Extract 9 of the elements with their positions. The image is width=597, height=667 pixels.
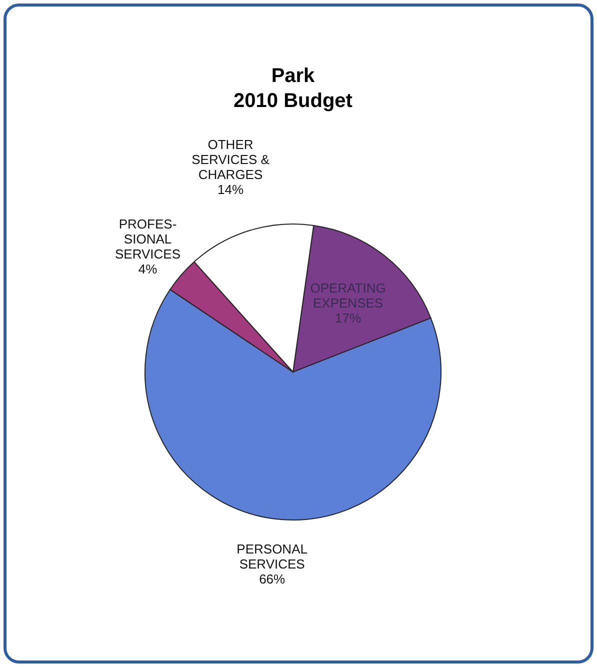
slice-label: OPERATING EXPENSES <box>310 280 386 310</box>
data-label: 14% <box>217 182 244 198</box>
data-label: 66% <box>259 571 286 586</box>
data-label: 17% <box>335 310 362 326</box>
chart-title: Park 2010 Budget <box>234 65 353 112</box>
data-label: 4% <box>138 261 158 276</box>
slice-label: OTHER SERVICES & CHARGES <box>192 137 270 182</box>
slice-label: PROFES- SIONAL SERVICES <box>115 216 181 262</box>
slice-label: PERSONAL SERVICES <box>236 541 308 572</box>
